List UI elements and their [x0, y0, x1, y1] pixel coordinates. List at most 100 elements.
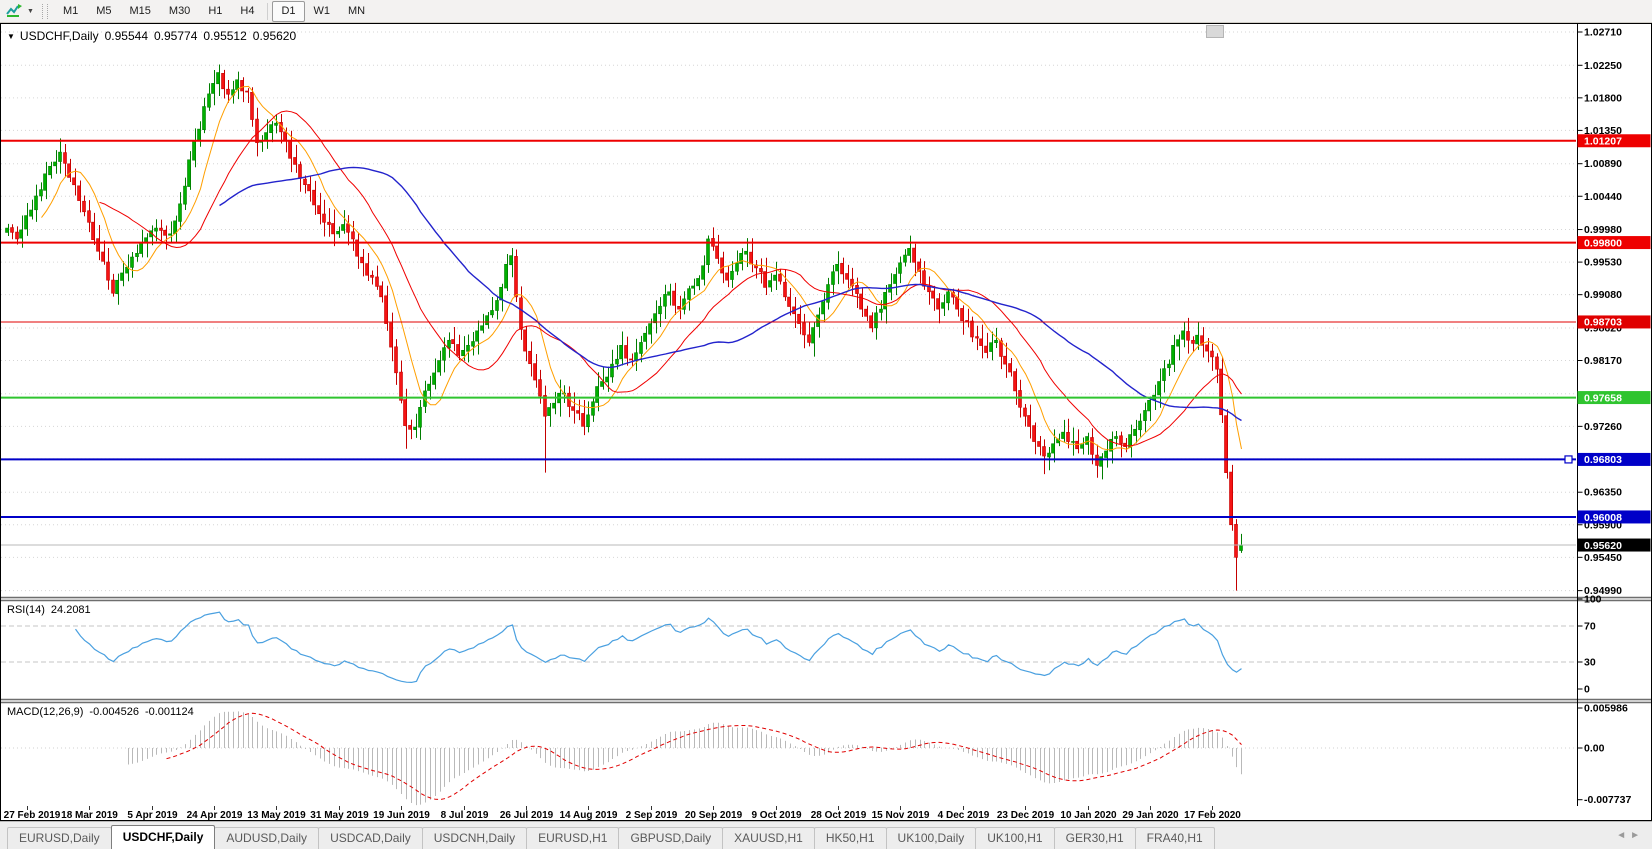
timeframe-button-m5[interactable]: M5 — [87, 1, 120, 22]
price-tick-label: 1.01350 — [1584, 125, 1622, 137]
ohlc-open: 0.95544 — [104, 29, 148, 43]
date-tick-label: 4 Dec 2019 — [938, 810, 990, 821]
price-tick-label: 1.02710 — [1584, 27, 1622, 39]
price-tick-label: 1.00440 — [1584, 191, 1622, 203]
rsi-tick-label: 100 — [1584, 594, 1602, 606]
macd-tick-label: 0.00 — [1584, 743, 1605, 755]
macd-tick-label: 0.005986 — [1584, 703, 1628, 715]
date-tick-label: 24 Apr 2019 — [187, 810, 243, 821]
price-line-labels: 1.01207 0.99800 0.98703 0.97658 0.96803 0.960… — [1577, 134, 1651, 552]
macd-name: MACD(12,26,9) — [7, 706, 84, 718]
macd-tick-label: -0.007737 — [1584, 794, 1631, 806]
tab-audusd-daily[interactable]: AUDUSD,Daily — [214, 827, 320, 849]
tab-nav-right-icon[interactable]: ► — [1630, 830, 1644, 841]
tab-eurusd-h1[interactable]: EURUSD,H1 — [526, 827, 620, 849]
ma-fast-line — [41, 85, 1242, 451]
price-tick-label: 0.99530 — [1584, 257, 1622, 269]
rsi-indicator-label: RSI(14) 24.2081 — [7, 604, 97, 616]
macd-signal-line — [166, 712, 1242, 801]
chart-title: ▼ USDCHF,Daily 0.95544 0.95774 0.95512 0.9562… — [7, 29, 302, 43]
line-price-label: 0.96008 — [1584, 512, 1622, 524]
tab-uk100-h1[interactable]: UK100,H1 — [975, 827, 1055, 849]
tab-fra40-h1[interactable]: FRA40,H1 — [1134, 827, 1215, 849]
macd-indicator-label: MACD(12,26,9) -0.004526 -0.001124 — [7, 706, 200, 718]
main-plot-area[interactable] — [1, 24, 1576, 597]
price-tick-label: 0.99080 — [1584, 289, 1622, 301]
tab-uk100-daily[interactable]: UK100,Daily — [885, 827, 977, 849]
macd-main-value: -0.004526 — [89, 706, 139, 718]
date-tick-label: 23 Dec 2019 — [997, 810, 1055, 821]
tab-gbpusd-daily[interactable]: GBPUSD,Daily — [618, 827, 724, 849]
date-tick-label: 17 Feb 2020 — [1184, 810, 1241, 821]
timeframe-button-mn[interactable]: MN — [339, 1, 374, 22]
date-tick-label: 5 Apr 2019 — [127, 810, 178, 821]
date-tick-label: 13 May 2019 — [247, 810, 306, 821]
price-tick-label: 0.98170 — [1584, 355, 1622, 367]
timeframe-toolbar: ▼ M1 M5 M15 M30 H1 H4 D1 W1 MN — [0, 0, 1652, 23]
toolbar-grip[interactable] — [41, 3, 48, 19]
toolbar-dropdown-caret[interactable]: ▼ — [27, 7, 34, 15]
price-tick-label: 0.96350 — [1584, 487, 1622, 499]
date-tick-label: 15 Nov 2019 — [872, 810, 930, 821]
tab-hk50-h1[interactable]: HK50,H1 — [813, 827, 887, 849]
tab-xauusd-h1[interactable]: XAUUSD,H1 — [722, 827, 815, 849]
date-tick-label: 29 Jan 2020 — [1122, 810, 1179, 821]
rsi-value: 24.2081 — [50, 604, 91, 616]
tab-nav-left-icon[interactable]: ◄ — [1616, 830, 1631, 841]
ohlc-close: 0.95620 — [252, 29, 297, 43]
ohlc-low: 0.95512 — [203, 29, 247, 43]
date-tick-label: 8 Jul 2019 — [441, 810, 489, 821]
rsi-name: RSI(14) — [7, 604, 45, 616]
line-price-label: 0.96803 — [1584, 454, 1622, 466]
rsi-tick-label: 0 — [1584, 684, 1590, 696]
tab-ger30-h1[interactable]: GER30,H1 — [1053, 827, 1136, 849]
price-tick-label: 0.95450 — [1584, 552, 1622, 564]
date-tick-label: 2 Sep 2019 — [626, 810, 678, 821]
symbol-dropdown-icon[interactable]: ▼ — [7, 32, 15, 41]
price-tick-label: 1.02250 — [1584, 60, 1622, 72]
date-tick-label: 14 Aug 2019 — [560, 810, 618, 821]
tab-eurusd-daily[interactable]: EURUSD,Daily — [7, 827, 112, 849]
timeframe-button-m15[interactable]: M15 — [121, 1, 160, 22]
macd-plot-area[interactable] — [1, 703, 1576, 806]
timeframe-button-w1[interactable]: W1 — [305, 1, 340, 22]
rsi-line — [75, 611, 1242, 684]
line-price-label: 0.99800 — [1584, 237, 1622, 249]
date-tick-label: 10 Jan 2020 — [1060, 810, 1117, 821]
timeframe-button-m30[interactable]: M30 — [160, 1, 199, 22]
ohlc-high: 0.95774 — [154, 29, 198, 43]
chart-tab-bar: EURUSD,Daily USDCHF,Daily AUDUSD,Daily USDC… — [0, 821, 1652, 849]
macd-signal-value: -0.001124 — [144, 706, 194, 718]
chart-scrollbar-stub — [1206, 25, 1224, 38]
timeframes-toolbar-icon[interactable] — [5, 3, 25, 19]
tab-usdchf-daily[interactable]: USDCHF,Daily — [110, 825, 216, 849]
price-tick-label: 1.01800 — [1584, 92, 1622, 104]
chart-window: 1.02710 1.02250 1.01800 1.01350 1.00890 1.004… — [0, 23, 1652, 821]
tab-nav-arrows: ◄► — [1616, 830, 1644, 841]
timeframe-button-d1[interactable]: D1 — [272, 0, 305, 22]
rsi-pane[interactable]: 100 70 30 0 — [1, 594, 1602, 696]
price-axis-drag-area[interactable] — [1578, 24, 1652, 806]
ma-medium-line — [99, 110, 1242, 447]
timeframe-button-h4[interactable]: H4 — [231, 1, 263, 22]
timeframe-button-m1[interactable]: M1 — [54, 1, 87, 22]
ma-slow-line — [219, 166, 1242, 422]
date-tick-label: 26 Jul 2019 — [500, 810, 554, 821]
price-axis[interactable]: 1.02710 1.02250 1.01800 1.01350 1.00890 1.004… — [1577, 27, 1623, 598]
price-tick-label: 0.99980 — [1584, 224, 1622, 236]
timeframe-button-h1[interactable]: H1 — [199, 1, 231, 22]
tab-usdcad-daily[interactable]: USDCAD,Daily — [318, 827, 423, 849]
rsi-plot-area[interactable] — [1, 601, 1576, 699]
time-axis[interactable]: 27 Feb 2019 18 Mar 2019 5 Apr 2019 24 Apr 2… — [4, 806, 1242, 821]
chart-canvas[interactable]: 1.02710 1.02250 1.01800 1.01350 1.00890 1.004… — [0, 23, 1652, 821]
date-tick-label: 27 Feb 2019 — [4, 810, 61, 821]
date-tick-label: 28 Oct 2019 — [811, 810, 867, 821]
price-tick-label: 0.94990 — [1584, 585, 1622, 597]
tab-usdcnh-daily[interactable]: USDCNH,Daily — [421, 827, 528, 849]
macd-pane[interactable]: 0.005986 0.00 -0.007737 — [1, 703, 1631, 807]
line-drag-handle[interactable] — [1564, 455, 1573, 464]
date-tick-label: 18 Mar 2019 — [61, 810, 118, 821]
chart-symbol: USDCHF,Daily — [19, 29, 99, 43]
line-price-label: 1.01207 — [1584, 136, 1622, 148]
